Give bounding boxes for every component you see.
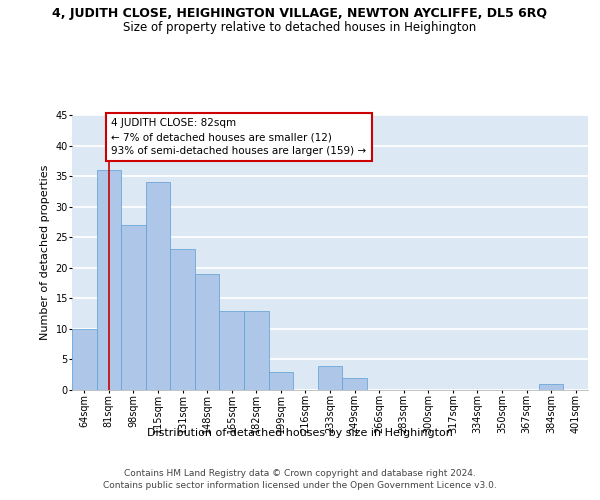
Bar xyxy=(342,378,367,390)
Text: Contains HM Land Registry data © Crown copyright and database right 2024.: Contains HM Land Registry data © Crown c… xyxy=(124,469,476,478)
Text: 4 JUDITH CLOSE: 82sqm
← 7% of detached houses are smaller (12)
93% of semi-detac: 4 JUDITH CLOSE: 82sqm ← 7% of detached h… xyxy=(112,118,367,156)
Bar xyxy=(72,329,97,390)
Bar xyxy=(146,182,170,390)
Bar xyxy=(220,310,244,390)
Bar xyxy=(170,250,195,390)
Bar xyxy=(539,384,563,390)
Text: Distribution of detached houses by size in Heighington: Distribution of detached houses by size … xyxy=(147,428,453,438)
Bar xyxy=(121,225,146,390)
Bar xyxy=(244,310,269,390)
Bar xyxy=(269,372,293,390)
Text: Contains public sector information licensed under the Open Government Licence v3: Contains public sector information licen… xyxy=(103,481,497,490)
Bar xyxy=(195,274,220,390)
Text: 4, JUDITH CLOSE, HEIGHINGTON VILLAGE, NEWTON AYCLIFFE, DL5 6RQ: 4, JUDITH CLOSE, HEIGHINGTON VILLAGE, NE… xyxy=(53,8,548,20)
Y-axis label: Number of detached properties: Number of detached properties xyxy=(40,165,50,340)
Text: Size of property relative to detached houses in Heighington: Size of property relative to detached ho… xyxy=(124,21,476,34)
Bar xyxy=(318,366,342,390)
Bar xyxy=(97,170,121,390)
